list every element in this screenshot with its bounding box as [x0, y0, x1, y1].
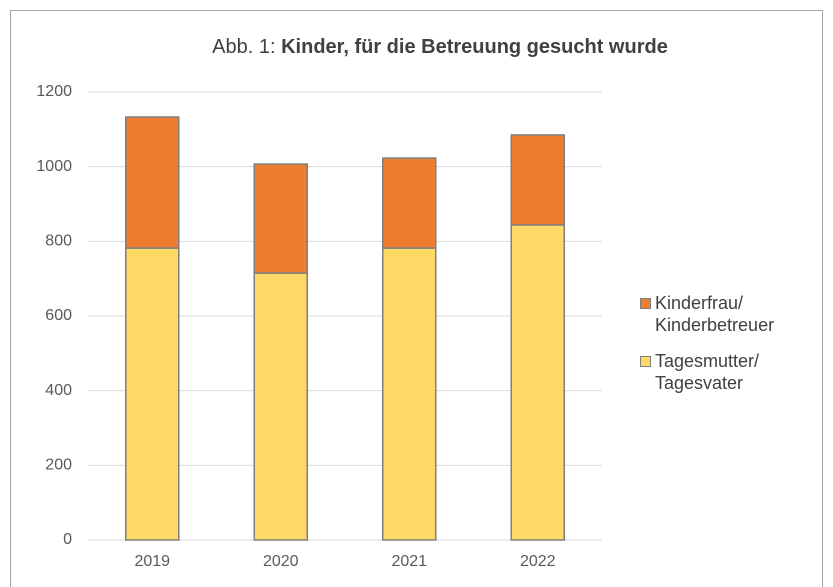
bar-segment — [125, 116, 180, 249]
legend-item: Tagesmutter/ Tagesvater — [640, 350, 825, 394]
legend-item: Kinderfrau/ Kinderbetreuer — [640, 292, 825, 336]
bar-segment — [510, 134, 565, 226]
y-tick-label: 600 — [45, 307, 72, 324]
chart-border — [10, 10, 823, 587]
bar-segment — [253, 163, 308, 274]
bar-segment — [125, 247, 180, 541]
legend: Kinderfrau/ Kinderbetreuer Tagesmutter/ T… — [640, 292, 825, 408]
bar-segment — [510, 224, 565, 541]
legend-label: Kinderfrau/ Kinderbetreuer — [655, 293, 775, 335]
y-tick-label: 1200 — [36, 83, 72, 100]
legend-swatch — [640, 356, 651, 367]
y-tick-label: 200 — [45, 457, 72, 474]
x-tick-label: 2022 — [520, 553, 556, 570]
x-tick-label: 2019 — [134, 553, 170, 570]
x-tick-label: 2020 — [263, 553, 299, 570]
y-tick-label: 1000 — [36, 158, 72, 175]
y-tick-label: 400 — [45, 382, 72, 399]
bar-segment — [382, 247, 437, 541]
title-prefix: Abb. 1: — [212, 36, 275, 58]
bar-segment — [382, 157, 437, 249]
chart-title: Abb. 1: Kinder, für die Betreuung gesuch… — [212, 36, 668, 58]
legend-label: Tagesmutter/ Tagesvater — [655, 351, 760, 393]
y-tick-label: 800 — [45, 233, 72, 250]
y-tick-label: 0 — [63, 531, 72, 548]
title-main: Kinder, für die Betreuung gesucht wurde — [281, 36, 668, 58]
legend-swatch — [640, 298, 651, 309]
x-tick-label: 2021 — [391, 553, 427, 570]
bar-segment — [253, 272, 308, 541]
